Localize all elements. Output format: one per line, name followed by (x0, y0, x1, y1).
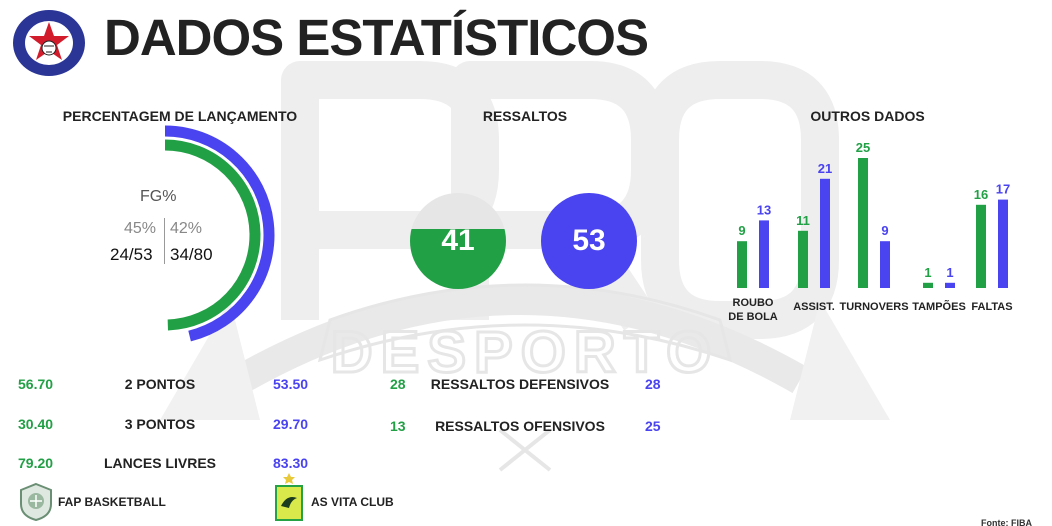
fg-team1-made: 24/53 (110, 245, 153, 264)
bar-label-2-1: 21 (818, 161, 832, 176)
bar-1-0 (737, 241, 747, 288)
shooting-team2-value: 83.30 (273, 455, 309, 471)
header: DADOS ESTATÍSTICOS (0, 0, 1052, 80)
shooting-label: LANCES LIVRES (103, 455, 216, 471)
bar-2-2 (880, 241, 890, 288)
rebounds-team2-value: 53 (572, 224, 606, 257)
team2-logo (275, 473, 303, 521)
rebounds-section-title: RESSALTOS (482, 108, 568, 124)
club-logo (13, 10, 85, 76)
other-data-section-title: OUTROS DADOS (810, 108, 925, 124)
rebound-label: RESSALTOS DEFENSIVOS (430, 376, 610, 392)
bar-2-1 (820, 178, 830, 288)
bar-label-1-0: 9 (738, 223, 745, 238)
rebounds-team1-fill (410, 229, 506, 289)
shooting-team1-value: 30.40 (18, 416, 54, 432)
rebounds-team1-value: 41 (441, 224, 475, 257)
shooting-section-title: PERCENTAGEM DE LANÇAMENTO (62, 108, 298, 124)
team2-name: AS VITA CLUB (311, 495, 394, 509)
category-label-0: DE BOLA (728, 311, 778, 323)
rebound-team1-value: 13 (390, 418, 406, 434)
shooting-label: 3 PONTOS (124, 416, 196, 432)
rebounds-team2-fill (541, 193, 637, 289)
shooting-team2-value: 29.70 (273, 416, 309, 432)
shooting-label: 2 PONTOS (124, 376, 196, 392)
bar-label-2-2: 9 (881, 223, 888, 238)
bar-2-3 (945, 282, 955, 288)
bar-1-1 (798, 230, 808, 288)
source-note: Fonte: FIBA (981, 518, 1032, 526)
bar-label-2-4: 17 (996, 182, 1010, 197)
bar-1-2 (858, 158, 868, 288)
fg-center-label: FG% (140, 188, 177, 205)
bar-2-4 (998, 199, 1008, 288)
fg-divider (164, 218, 165, 264)
bar-label-1-2: 25 (856, 140, 870, 155)
bar-label-1-4: 16 (974, 187, 988, 202)
bar-label-1-1: 11 (796, 213, 810, 228)
rebound-team2-value: 28 (645, 376, 661, 392)
team1-logo (20, 482, 52, 522)
shooting-team1-value: 56.70 (18, 376, 54, 392)
fg-team2-made: 34/80 (170, 245, 213, 264)
category-label-1: ASSIST. (793, 301, 835, 313)
category-label-0: ROUBO (733, 297, 774, 309)
bar-1-4 (976, 204, 986, 288)
rebound-team1-value: 28 (390, 376, 406, 392)
bar-1-3 (923, 282, 933, 288)
bar-label-2-0: 13 (757, 202, 771, 217)
shooting-team2-value: 53.50 (273, 376, 309, 392)
fg-team2-pct: 42% (170, 220, 203, 237)
rebounds-bubbles (410, 193, 637, 289)
bar-2-0 (759, 220, 769, 288)
category-label-3: TAMPÕES (912, 300, 966, 313)
team1-name: FAP BASKETBALL (58, 495, 166, 509)
bar-label-2-3: 1 (946, 265, 953, 280)
fg-team1-pct: 45% (124, 220, 157, 237)
category-label-4: FALTAS (971, 301, 1012, 313)
rebound-label: RESSALTOS OFENSIVOS (435, 418, 605, 434)
category-label-2: TURNOVERS (839, 301, 908, 313)
shooting-team1-value: 79.20 (18, 455, 54, 471)
rebound-team2-value: 25 (645, 418, 661, 434)
bar-label-1-3: 1 (924, 265, 931, 280)
page-title: DADOS ESTATÍSTICOS (104, 9, 649, 66)
